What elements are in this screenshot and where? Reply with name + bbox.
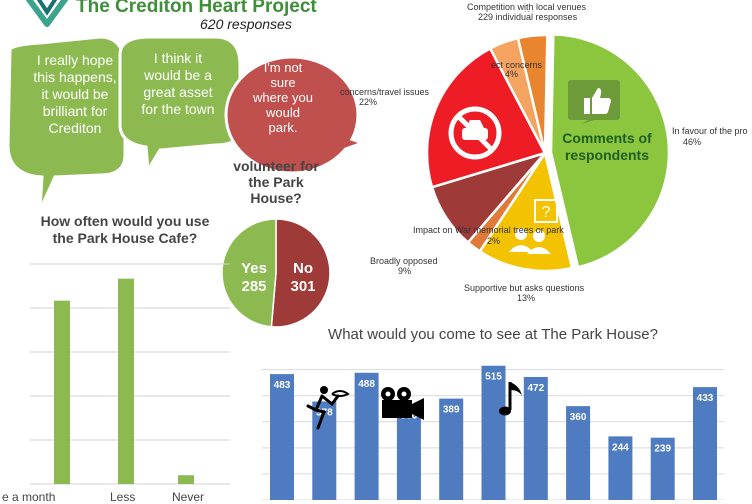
parkhouse-bar-label-8: 244: [612, 442, 629, 453]
label-parking: concerns/travel issues: [340, 87, 430, 97]
label-supportive-pct: 13%: [517, 293, 536, 303]
label-opposed-pct: 9%: [398, 266, 412, 276]
label-noise: ect concerns: [491, 60, 543, 70]
music-note-icon: [499, 382, 522, 416]
comments-pie-chart: ?: [425, 33, 670, 273]
cafe-label-monthly: e a month: [2, 490, 56, 504]
label-noise-pct: 4%: [505, 69, 519, 79]
comments-center-label: Comments of respondents: [562, 130, 652, 163]
no-car-icon: [448, 106, 502, 160]
question-people-icon: ?: [509, 199, 558, 254]
parkhouse-bar-6: [523, 376, 548, 500]
yes-value: 285: [241, 278, 267, 295]
volunteer-title: volunteer for the Park House?: [233, 158, 319, 206]
cafe-bar-1: [118, 278, 134, 484]
film-camera-icon: [381, 387, 424, 420]
parkhouse-bar-2: [354, 372, 379, 500]
label-parking-pct: 22%: [359, 97, 378, 107]
yes-label: Yes: [241, 260, 267, 277]
label-responses: 229 individual responses: [478, 12, 578, 23]
parkhouse-chart-title: What would you come to see at The Park H…: [328, 326, 658, 343]
parkhouse-bar-3: [396, 404, 421, 500]
cafe-chart-title: How often would you use the Park House C…: [40, 213, 210, 246]
parkhouse-bar-chart: 483378488366389515472360244239433: [262, 365, 724, 500]
no-value: 301: [290, 278, 316, 295]
heart-logo-icon: [25, 0, 69, 27]
parkhouse-bar-10: [693, 387, 717, 500]
parkhouse-bar-label-9: 239: [654, 444, 671, 455]
cafe-label-less: Less: [110, 490, 136, 504]
bubble-text-2: I think it would be a great asset for th…: [141, 50, 215, 117]
thumbs-up-icon: [568, 80, 620, 124]
label-competition: Competition with local venues: [467, 2, 587, 12]
parkhouse-bar-1: [312, 401, 337, 500]
parkhouse-bar-0: [270, 374, 294, 500]
label-impact: Impact on War memorial trees or park: [413, 225, 564, 235]
parkhouse-bar-label-5: 515: [485, 372, 502, 383]
cafe-bar-chart: [30, 263, 230, 485]
parkhouse-bar-7: [566, 406, 591, 500]
label-favour-pct: 46%: [683, 137, 702, 147]
cafe-bar-0: [54, 300, 70, 484]
runner-icon: [306, 386, 350, 430]
volunteer-slice-yes: [221, 218, 277, 328]
speech-bubble-3: [224, 55, 360, 175]
parkhouse-bar-label-10: 433: [697, 393, 714, 404]
label-opposed: Broadly opposed: [370, 256, 438, 266]
speech-bubble-1: [6, 35, 127, 205]
volunteer-pie-chart: [221, 218, 331, 328]
speech-bubbles: [6, 35, 360, 205]
comments-slice-4: [425, 46, 547, 189]
bubble-text-3: I'm not sure where you would park.: [253, 60, 313, 135]
parkhouse-bar-9: [650, 437, 675, 500]
parkhouse-bar-4: [439, 398, 464, 500]
no-label: No: [293, 260, 313, 277]
volunteer-slice-no: [270, 218, 331, 328]
parkhouse-bar-label-6: 472: [527, 383, 544, 394]
comments-slice-6: [516, 33, 549, 154]
project-title: The Crediton Heart Project: [76, 0, 317, 17]
parkhouse-bar-8: [608, 436, 633, 500]
parkhouse-bar-label-0: 483: [274, 380, 291, 391]
label-impact-pct: 2%: [487, 236, 501, 246]
cafe-label-never: Never: [172, 490, 205, 504]
response-count: 620 responses: [200, 16, 292, 32]
parkhouse-bar-label-2: 488: [358, 379, 375, 390]
label-favour: In favour of the pro: [672, 126, 748, 136]
parkhouse-bar-label-4: 389: [443, 405, 460, 416]
parkhouse-bar-label-7: 360: [570, 412, 587, 423]
cafe-bar-2: [178, 475, 194, 484]
parkhouse-bar-5: [481, 365, 506, 500]
label-supportive: Supportive but asks questions: [464, 283, 585, 293]
svg-text:?: ?: [542, 204, 551, 221]
bubble-text-1: I really hope this happens, it would be …: [33, 52, 117, 136]
comments-slice-1: [478, 149, 574, 273]
